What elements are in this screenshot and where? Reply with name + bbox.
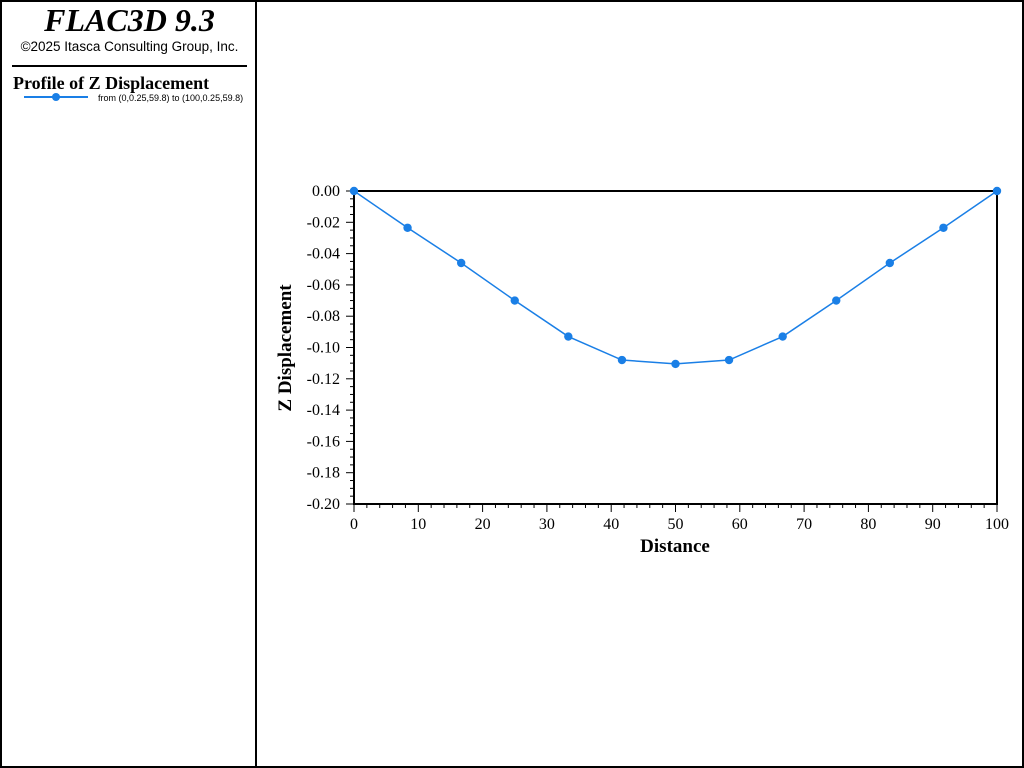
x-tick-label: 50 bbox=[668, 516, 684, 533]
y-tick-label: -0.16 bbox=[307, 433, 340, 450]
data-point bbox=[510, 296, 519, 305]
data-point bbox=[778, 332, 787, 341]
y-tick-label: -0.04 bbox=[307, 246, 340, 263]
y-axis-title: Z Displacement bbox=[275, 284, 296, 412]
x-tick-label: 30 bbox=[539, 516, 555, 533]
y-tick-label: -0.02 bbox=[307, 214, 340, 231]
data-point bbox=[724, 355, 734, 365]
data-point bbox=[671, 359, 680, 369]
x-tick-label: 100 bbox=[985, 516, 1009, 533]
legend-entry-label: from (0,0.25,59.8) to (100,0.25,59.8) bbox=[98, 93, 244, 103]
data-point bbox=[617, 355, 627, 365]
data-point bbox=[992, 186, 1002, 196]
y-tick-label: 0.00 bbox=[312, 183, 340, 200]
x-tick-label: 0 bbox=[350, 516, 358, 533]
data-point bbox=[456, 258, 466, 268]
y-tick-label: -0.12 bbox=[307, 371, 340, 388]
x-tick-label: 70 bbox=[796, 516, 812, 533]
y-tick-label: -0.10 bbox=[307, 340, 340, 357]
y-tick-label: -0.14 bbox=[307, 402, 340, 419]
x-axis-title: Distance bbox=[640, 536, 710, 557]
copyright-notice: ©2025 Itasca Consulting Group, Inc. bbox=[20, 39, 239, 54]
y-tick-label: -0.18 bbox=[307, 465, 340, 482]
legend-swatch bbox=[24, 93, 88, 101]
legend-title: Profile of Z Displacement bbox=[13, 73, 210, 93]
data-point bbox=[349, 186, 359, 196]
x-tick-label: 10 bbox=[410, 516, 426, 533]
chart-axes: 0 10 20 30 40 50 60 70 80 90 100 0.00 -0.02 -0.04 -0.0… bbox=[307, 183, 1009, 533]
legend-panel: FLAC3D 9.3 ©2025 Itasca Consulting Group… bbox=[2, 2, 257, 766]
y-tick-label: -0.20 bbox=[307, 496, 340, 513]
app-title: FLAC3D 9.3 bbox=[44, 2, 215, 38]
x-tick-label: 60 bbox=[732, 516, 748, 533]
plot-area-border bbox=[353, 190, 998, 505]
data-point bbox=[939, 223, 948, 232]
legend-swatch-marker bbox=[52, 93, 60, 101]
x-tick-label: 90 bbox=[925, 516, 941, 533]
data-point bbox=[885, 258, 895, 268]
data-point bbox=[403, 223, 412, 232]
y-tick-label: -0.08 bbox=[307, 308, 340, 325]
data-point bbox=[564, 332, 573, 341]
x-tick-label: 80 bbox=[860, 516, 876, 533]
series-line bbox=[353, 190, 998, 365]
title-divider bbox=[12, 65, 247, 67]
x-tick-label: 40 bbox=[603, 516, 619, 533]
y-tick-label: -0.06 bbox=[307, 277, 340, 294]
data-point bbox=[832, 296, 841, 305]
chart-series bbox=[349, 186, 1002, 369]
x-tick-label: 20 bbox=[475, 516, 491, 533]
